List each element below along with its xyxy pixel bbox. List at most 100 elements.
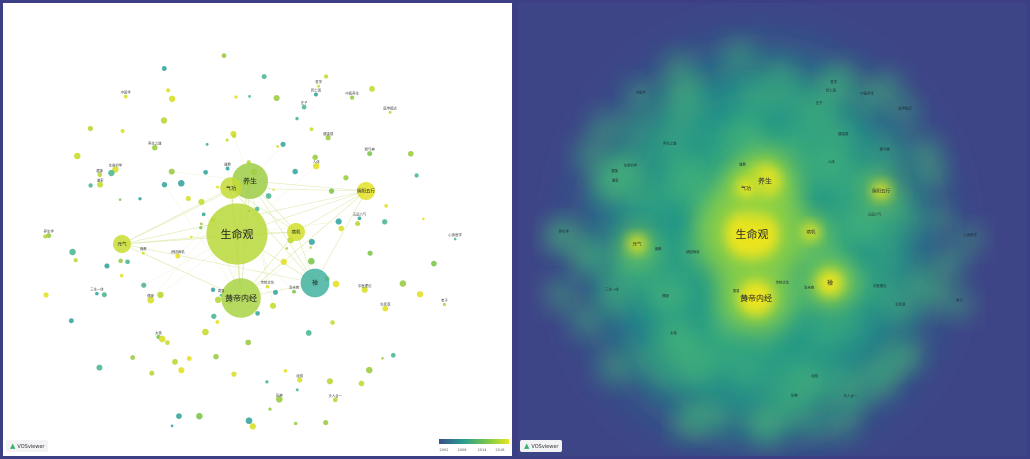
network-node <box>366 366 373 374</box>
network-node <box>196 412 203 420</box>
network-node <box>280 141 286 147</box>
network-node <box>147 296 155 304</box>
network-node <box>202 328 209 336</box>
network-edge <box>164 184 242 299</box>
density-blob <box>828 365 862 398</box>
network-node-label: 形神 <box>276 392 283 397</box>
network-node <box>74 152 81 160</box>
density-label: 精气神 <box>880 147 891 152</box>
density-blob <box>606 250 638 282</box>
density-label: 老子 <box>956 298 963 303</box>
network-node <box>168 168 175 175</box>
network-node <box>416 291 424 298</box>
density-blob <box>709 131 735 158</box>
vosviewer-badge-left[interactable]: ▲ VOSviewer <box>6 440 49 452</box>
density-blob <box>641 185 669 213</box>
network-node <box>312 162 320 170</box>
network-node-label: 黄帝内经 <box>225 293 257 303</box>
density-hotspot <box>803 224 819 240</box>
density-label: 死亡观 <box>826 88 837 93</box>
color-legend: 2002 2006 2014 2018 <box>439 439 509 452</box>
network-node <box>343 175 349 181</box>
network-node-label: 人体 <box>313 159 320 164</box>
network-node <box>104 263 110 269</box>
density-heat-layer <box>545 40 983 443</box>
density-blob <box>669 76 698 105</box>
network-node <box>313 92 318 97</box>
density-label: 三生一体 <box>605 287 619 292</box>
network-node-label: 养生之道 <box>148 141 162 146</box>
density-blob <box>884 292 917 325</box>
density-blob <box>860 367 893 400</box>
density-label: 养生学 <box>559 229 570 234</box>
network-node-label: 道家 <box>97 178 104 183</box>
density-blob <box>807 317 840 349</box>
network-edge <box>314 190 367 284</box>
network-node-label: 藏象 <box>96 168 103 173</box>
network-node <box>326 378 334 385</box>
density-blob <box>764 61 795 92</box>
network-nodes <box>43 53 457 430</box>
network-node-label: 治未病 <box>289 285 300 290</box>
network-node <box>265 284 270 289</box>
density-label: 道教 <box>739 161 746 166</box>
network-node <box>141 251 145 255</box>
vosviewer-badge-right[interactable]: ▲ VOSviewer <box>520 440 563 452</box>
network-node <box>381 357 384 360</box>
density-blob <box>797 410 825 437</box>
density-label: 传统文化 <box>776 280 790 285</box>
network-node <box>130 355 136 360</box>
network-node-label: 中医养生 <box>345 91 359 96</box>
density-blob <box>768 368 796 396</box>
density-blob <box>925 206 951 232</box>
network-node <box>328 188 335 194</box>
network-node-label: 太极 <box>155 330 162 335</box>
network-node <box>158 335 166 343</box>
network-node <box>357 216 362 221</box>
network-node <box>178 367 185 374</box>
network-node-label: 周易 <box>218 288 225 293</box>
network-node <box>225 138 229 142</box>
network-node-label: 佛教 <box>140 246 147 251</box>
network-node <box>206 203 268 265</box>
legend-color-bar <box>439 439 509 444</box>
network-node <box>332 280 340 288</box>
network-node <box>175 253 181 259</box>
density-blob <box>545 279 577 311</box>
density-label: 生死观 <box>895 302 906 307</box>
network-node-label: 心身医学 <box>448 232 462 237</box>
network-node <box>198 198 205 206</box>
network-node <box>295 116 299 121</box>
density-label: 中医养生 <box>860 91 874 96</box>
density-label: 阴阳五行 <box>872 188 890 195</box>
network-node <box>199 222 203 226</box>
network-node <box>308 238 315 246</box>
legend-tick: 2018 <box>496 448 505 452</box>
network-node <box>249 423 256 430</box>
density-blob <box>697 399 731 433</box>
network-node-label: 生死观 <box>380 302 391 307</box>
network-node <box>332 397 338 403</box>
network-node <box>166 88 171 93</box>
network-node <box>294 421 298 426</box>
density-hotspot <box>738 280 774 316</box>
network-edge <box>150 180 251 301</box>
network-node <box>201 212 206 217</box>
network-node <box>221 53 227 59</box>
density-blob <box>918 277 952 311</box>
density-blob <box>599 168 632 201</box>
network-node <box>95 291 99 296</box>
network-node <box>149 370 155 376</box>
network-node-label: 生命科学 <box>109 162 123 167</box>
network-node <box>203 169 208 175</box>
density-label: 元气 <box>633 241 642 248</box>
network-node <box>335 218 342 225</box>
network-node <box>119 273 124 278</box>
network-node-label: 中医理论 <box>358 283 372 288</box>
network-node <box>69 248 76 256</box>
network-node <box>295 388 299 392</box>
network-node-label: 阴阳五行 <box>357 188 375 195</box>
network-node-label: 养生学 <box>44 229 55 234</box>
